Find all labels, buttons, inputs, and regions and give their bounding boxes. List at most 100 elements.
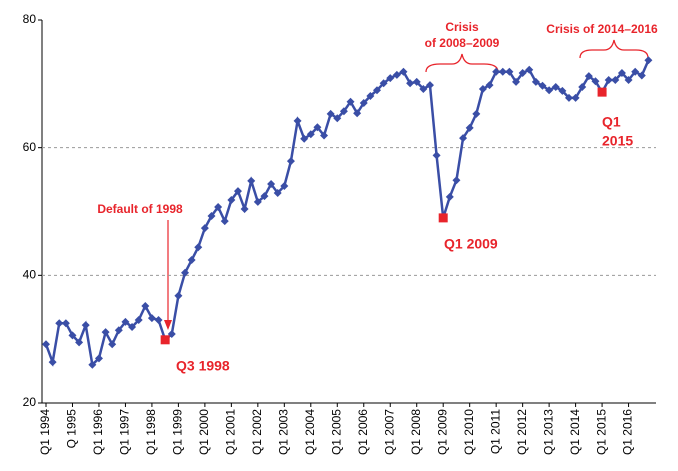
point-marker xyxy=(505,67,514,76)
point-marker xyxy=(286,157,295,166)
x-tick-label: Q1 2000 xyxy=(197,409,211,455)
x-tick-label: Q 1995 xyxy=(65,409,79,449)
annotation: of 2008–2009 xyxy=(425,36,500,50)
point-marker xyxy=(267,180,276,189)
point-marker xyxy=(48,358,57,367)
point-marker xyxy=(300,134,309,143)
point-marker xyxy=(174,291,183,300)
point-marker xyxy=(75,338,84,347)
x-tick-label: Q1 2002 xyxy=(250,409,264,455)
point-marker xyxy=(207,211,216,220)
x-tick-label: Q1 2006 xyxy=(356,409,370,455)
annotation: 2015 xyxy=(602,133,633,149)
point-marker xyxy=(81,321,90,330)
point-marker xyxy=(604,76,613,85)
point-marker xyxy=(306,130,315,139)
highlight-marker xyxy=(597,87,607,97)
point-marker xyxy=(313,123,322,132)
point-marker xyxy=(432,151,441,160)
point-marker xyxy=(531,77,540,86)
point-marker xyxy=(114,326,123,335)
annotation-brace xyxy=(425,53,499,73)
point-marker xyxy=(445,192,454,201)
point-marker xyxy=(578,83,587,92)
point-marker xyxy=(392,70,401,79)
point-marker xyxy=(459,134,468,143)
point-marker xyxy=(366,91,375,100)
annotation: Default of 1998 xyxy=(97,202,183,216)
point-marker xyxy=(181,268,190,277)
point-marker xyxy=(141,301,150,310)
point-marker xyxy=(406,79,415,88)
point-marker xyxy=(220,217,229,226)
point-marker xyxy=(631,67,640,76)
point-marker xyxy=(154,316,163,325)
y-tick-label: 40 xyxy=(23,268,37,282)
point-marker xyxy=(320,131,329,140)
point-marker xyxy=(121,317,130,326)
annotation: Q3 1998 xyxy=(176,358,230,374)
point-marker xyxy=(425,81,434,90)
point-marker xyxy=(373,86,381,95)
x-tick-label: Q1 1994 xyxy=(38,409,52,455)
point-marker xyxy=(419,84,428,93)
point-marker xyxy=(452,176,461,185)
point-marker xyxy=(61,319,70,328)
point-marker xyxy=(512,77,521,86)
point-marker xyxy=(644,56,653,65)
point-marker xyxy=(253,197,262,206)
point-marker xyxy=(545,86,554,95)
point-marker xyxy=(538,81,547,90)
point-marker xyxy=(167,330,176,339)
point-marker xyxy=(128,323,137,332)
point-marker xyxy=(525,65,534,74)
point-marker xyxy=(492,67,501,76)
point-marker xyxy=(412,77,421,86)
point-marker xyxy=(134,316,143,325)
point-marker xyxy=(55,319,64,328)
highlight-marker xyxy=(160,335,170,345)
point-marker xyxy=(233,187,242,196)
y-tick-label: 20 xyxy=(23,395,37,409)
annotation: Crisis xyxy=(445,20,479,34)
highlight-marker xyxy=(438,213,448,223)
point-marker xyxy=(558,86,567,95)
x-tick-label: Q1 2008 xyxy=(409,409,423,455)
x-tick-label: Q1 2013 xyxy=(541,409,555,455)
point-marker xyxy=(571,93,580,102)
x-tick-label: Q1 1998 xyxy=(144,409,158,455)
x-tick-label: Q1 2011 xyxy=(488,409,502,454)
x-tick-label: Q1 2003 xyxy=(276,409,290,455)
point-marker xyxy=(101,328,110,337)
point-marker xyxy=(624,76,633,85)
annotation: Q1 2009 xyxy=(444,236,498,252)
point-marker xyxy=(42,340,50,349)
x-tick-label: Q1 2010 xyxy=(462,409,476,455)
point-marker xyxy=(379,79,388,88)
point-marker xyxy=(240,204,249,213)
point-marker xyxy=(498,67,507,76)
point-marker xyxy=(247,176,256,185)
point-marker xyxy=(273,188,282,197)
annotation-brace xyxy=(579,39,649,59)
y-tick-label: 80 xyxy=(23,12,37,26)
point-marker xyxy=(88,360,97,369)
point-marker xyxy=(227,196,236,205)
point-marker xyxy=(591,77,600,86)
x-tick-label: Q1 2007 xyxy=(382,409,396,455)
point-marker xyxy=(346,97,355,106)
point-marker xyxy=(617,68,626,77)
point-marker xyxy=(359,98,368,107)
x-tick-label: Q1 2005 xyxy=(329,409,343,455)
annotation: Q1 xyxy=(602,114,621,130)
annotation: Crisis of 2014–2016 xyxy=(546,22,658,36)
x-tick-label: Q1 2004 xyxy=(303,409,317,455)
x-tick-label: Q1 2001 xyxy=(224,409,238,455)
point-marker xyxy=(326,109,335,118)
point-marker xyxy=(339,107,348,116)
point-marker xyxy=(194,243,203,252)
point-marker xyxy=(333,114,342,123)
point-marker xyxy=(353,109,362,118)
annotation-arrowhead xyxy=(164,320,172,330)
point-marker xyxy=(472,109,481,118)
